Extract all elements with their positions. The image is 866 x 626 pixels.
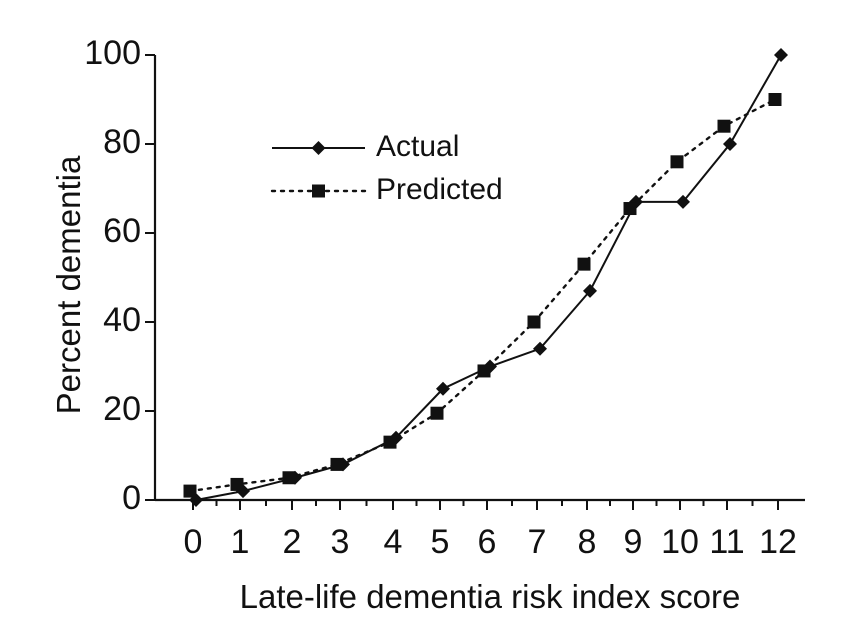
legend: Actual Predicted [270, 130, 503, 206]
x-tick-label: 7 [528, 523, 547, 561]
y-tick-label: 40 [103, 301, 141, 339]
data-point-predicted [477, 364, 491, 378]
series-line-predicted [188, 98, 777, 493]
data-point-actual [436, 381, 450, 396]
data-point-actual [533, 341, 547, 356]
data-point-predicted [717, 119, 731, 133]
legend-label: Actual [376, 130, 459, 163]
y-tick-label: 0 [122, 479, 141, 517]
legend-item-predicted: Predicted [270, 173, 503, 206]
x-tick-label: 8 [578, 523, 597, 561]
data-point-predicted [383, 435, 397, 449]
axes [153, 55, 805, 502]
data-point-predicted [282, 471, 296, 485]
legend-label: Predicted [376, 173, 503, 206]
x-tick-label: 6 [478, 523, 497, 561]
data-point-actual [583, 283, 597, 298]
legend-item-actual: Actual [272, 130, 459, 163]
y-tick-label: 20 [103, 390, 141, 428]
legend-marker [312, 184, 325, 198]
series-predicted [183, 93, 782, 498]
x-tick-label: 12 [759, 523, 797, 561]
data-point-actual [676, 194, 690, 209]
series-line-actual [195, 54, 782, 501]
x-tick-label: 2 [283, 523, 302, 561]
data-point-predicted [330, 457, 344, 471]
series-actual [189, 48, 788, 507]
data-point-predicted [670, 155, 684, 169]
x-tick-label: 5 [431, 523, 450, 561]
data-point-predicted [183, 484, 197, 498]
data-point-predicted [577, 257, 591, 271]
x-tick-label: 9 [624, 523, 643, 561]
x-tick-label: 10 [661, 523, 699, 561]
y-tick-label: 60 [103, 212, 141, 250]
y-tick-label: 80 [103, 123, 141, 161]
y-tick-label: 100 [84, 34, 141, 72]
x-tick-label: 1 [231, 523, 250, 561]
data-point-predicted [768, 93, 782, 106]
data-point-predicted [527, 315, 541, 329]
x-tick-label: 4 [384, 523, 403, 561]
data-point-actual [723, 137, 737, 151]
x-tick-label: 0 [184, 523, 203, 561]
x-axis-title: Late-life dementia risk index score [240, 578, 741, 615]
y-axis-title: Percent dementia [50, 155, 87, 414]
data-point-predicted [430, 406, 444, 420]
data-point-predicted [230, 477, 244, 491]
legend-marker [311, 141, 326, 155]
x-tick-label: 3 [331, 523, 350, 561]
y-axis-ticks: 0 20 40 60 80 100 [84, 34, 155, 517]
x-tick-label: 11 [709, 523, 744, 561]
x-axis-ticks: 0 1 2 3 4 5 6 7 8 9 10 11 12 [184, 500, 797, 561]
series-layer [183, 48, 788, 507]
data-point-predicted [623, 202, 637, 216]
data-point-actual [774, 48, 788, 62]
